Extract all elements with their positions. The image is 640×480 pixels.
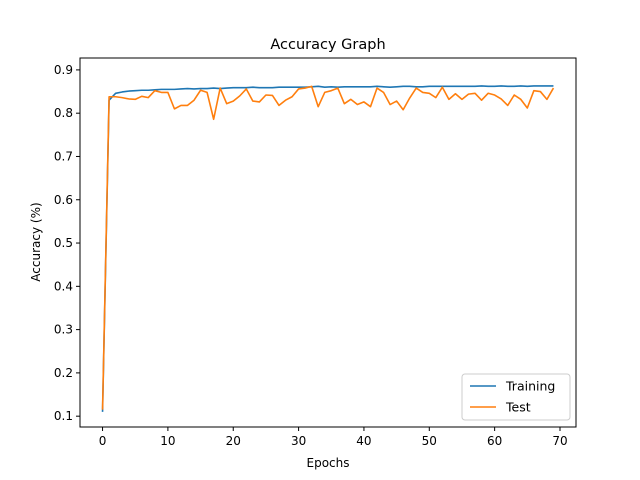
y-tick-label: 0.9 bbox=[54, 63, 73, 77]
plot-frame bbox=[79, 57, 577, 428]
y-tick-label: 0.4 bbox=[54, 279, 73, 293]
y-tick-label: 0.3 bbox=[54, 323, 73, 337]
y-tick-label: 0.7 bbox=[54, 149, 73, 163]
y-tick-label: 0.5 bbox=[54, 236, 73, 250]
y-tick-label: 0.6 bbox=[54, 193, 73, 207]
series-line-training bbox=[101, 85, 554, 412]
legend-label: Test bbox=[505, 400, 531, 415]
x-axis-label: Epochs bbox=[307, 456, 350, 470]
x-axis: 0 10 20 30 40 50 60 70 bbox=[99, 427, 568, 448]
x-tick-label: 0 bbox=[99, 434, 107, 448]
x-tick-label: 40 bbox=[356, 434, 371, 448]
x-tick-label: 30 bbox=[291, 434, 306, 448]
legend-label: Training bbox=[505, 379, 555, 394]
series-lines bbox=[101, 85, 555, 412]
x-tick-label: 20 bbox=[226, 434, 241, 448]
y-tick-label: 0.1 bbox=[54, 409, 73, 423]
chart-title: Accuracy Graph bbox=[270, 37, 385, 53]
y-axis-label: Accuracy (%) bbox=[29, 202, 43, 281]
y-tick-label: 0.8 bbox=[54, 106, 73, 120]
x-tick-label: 50 bbox=[422, 434, 437, 448]
y-axis: 0.1 0.2 0.3 0.4 0.5 0.6 0.7 0.8 0.9 bbox=[54, 63, 80, 423]
x-tick-label: 60 bbox=[487, 434, 502, 448]
x-tick-label: 10 bbox=[160, 434, 175, 448]
y-tick-label: 0.2 bbox=[54, 366, 73, 380]
chart-legend: Training Test bbox=[461, 373, 571, 421]
x-tick-label: 70 bbox=[552, 434, 567, 448]
series-line-test bbox=[101, 85, 555, 410]
